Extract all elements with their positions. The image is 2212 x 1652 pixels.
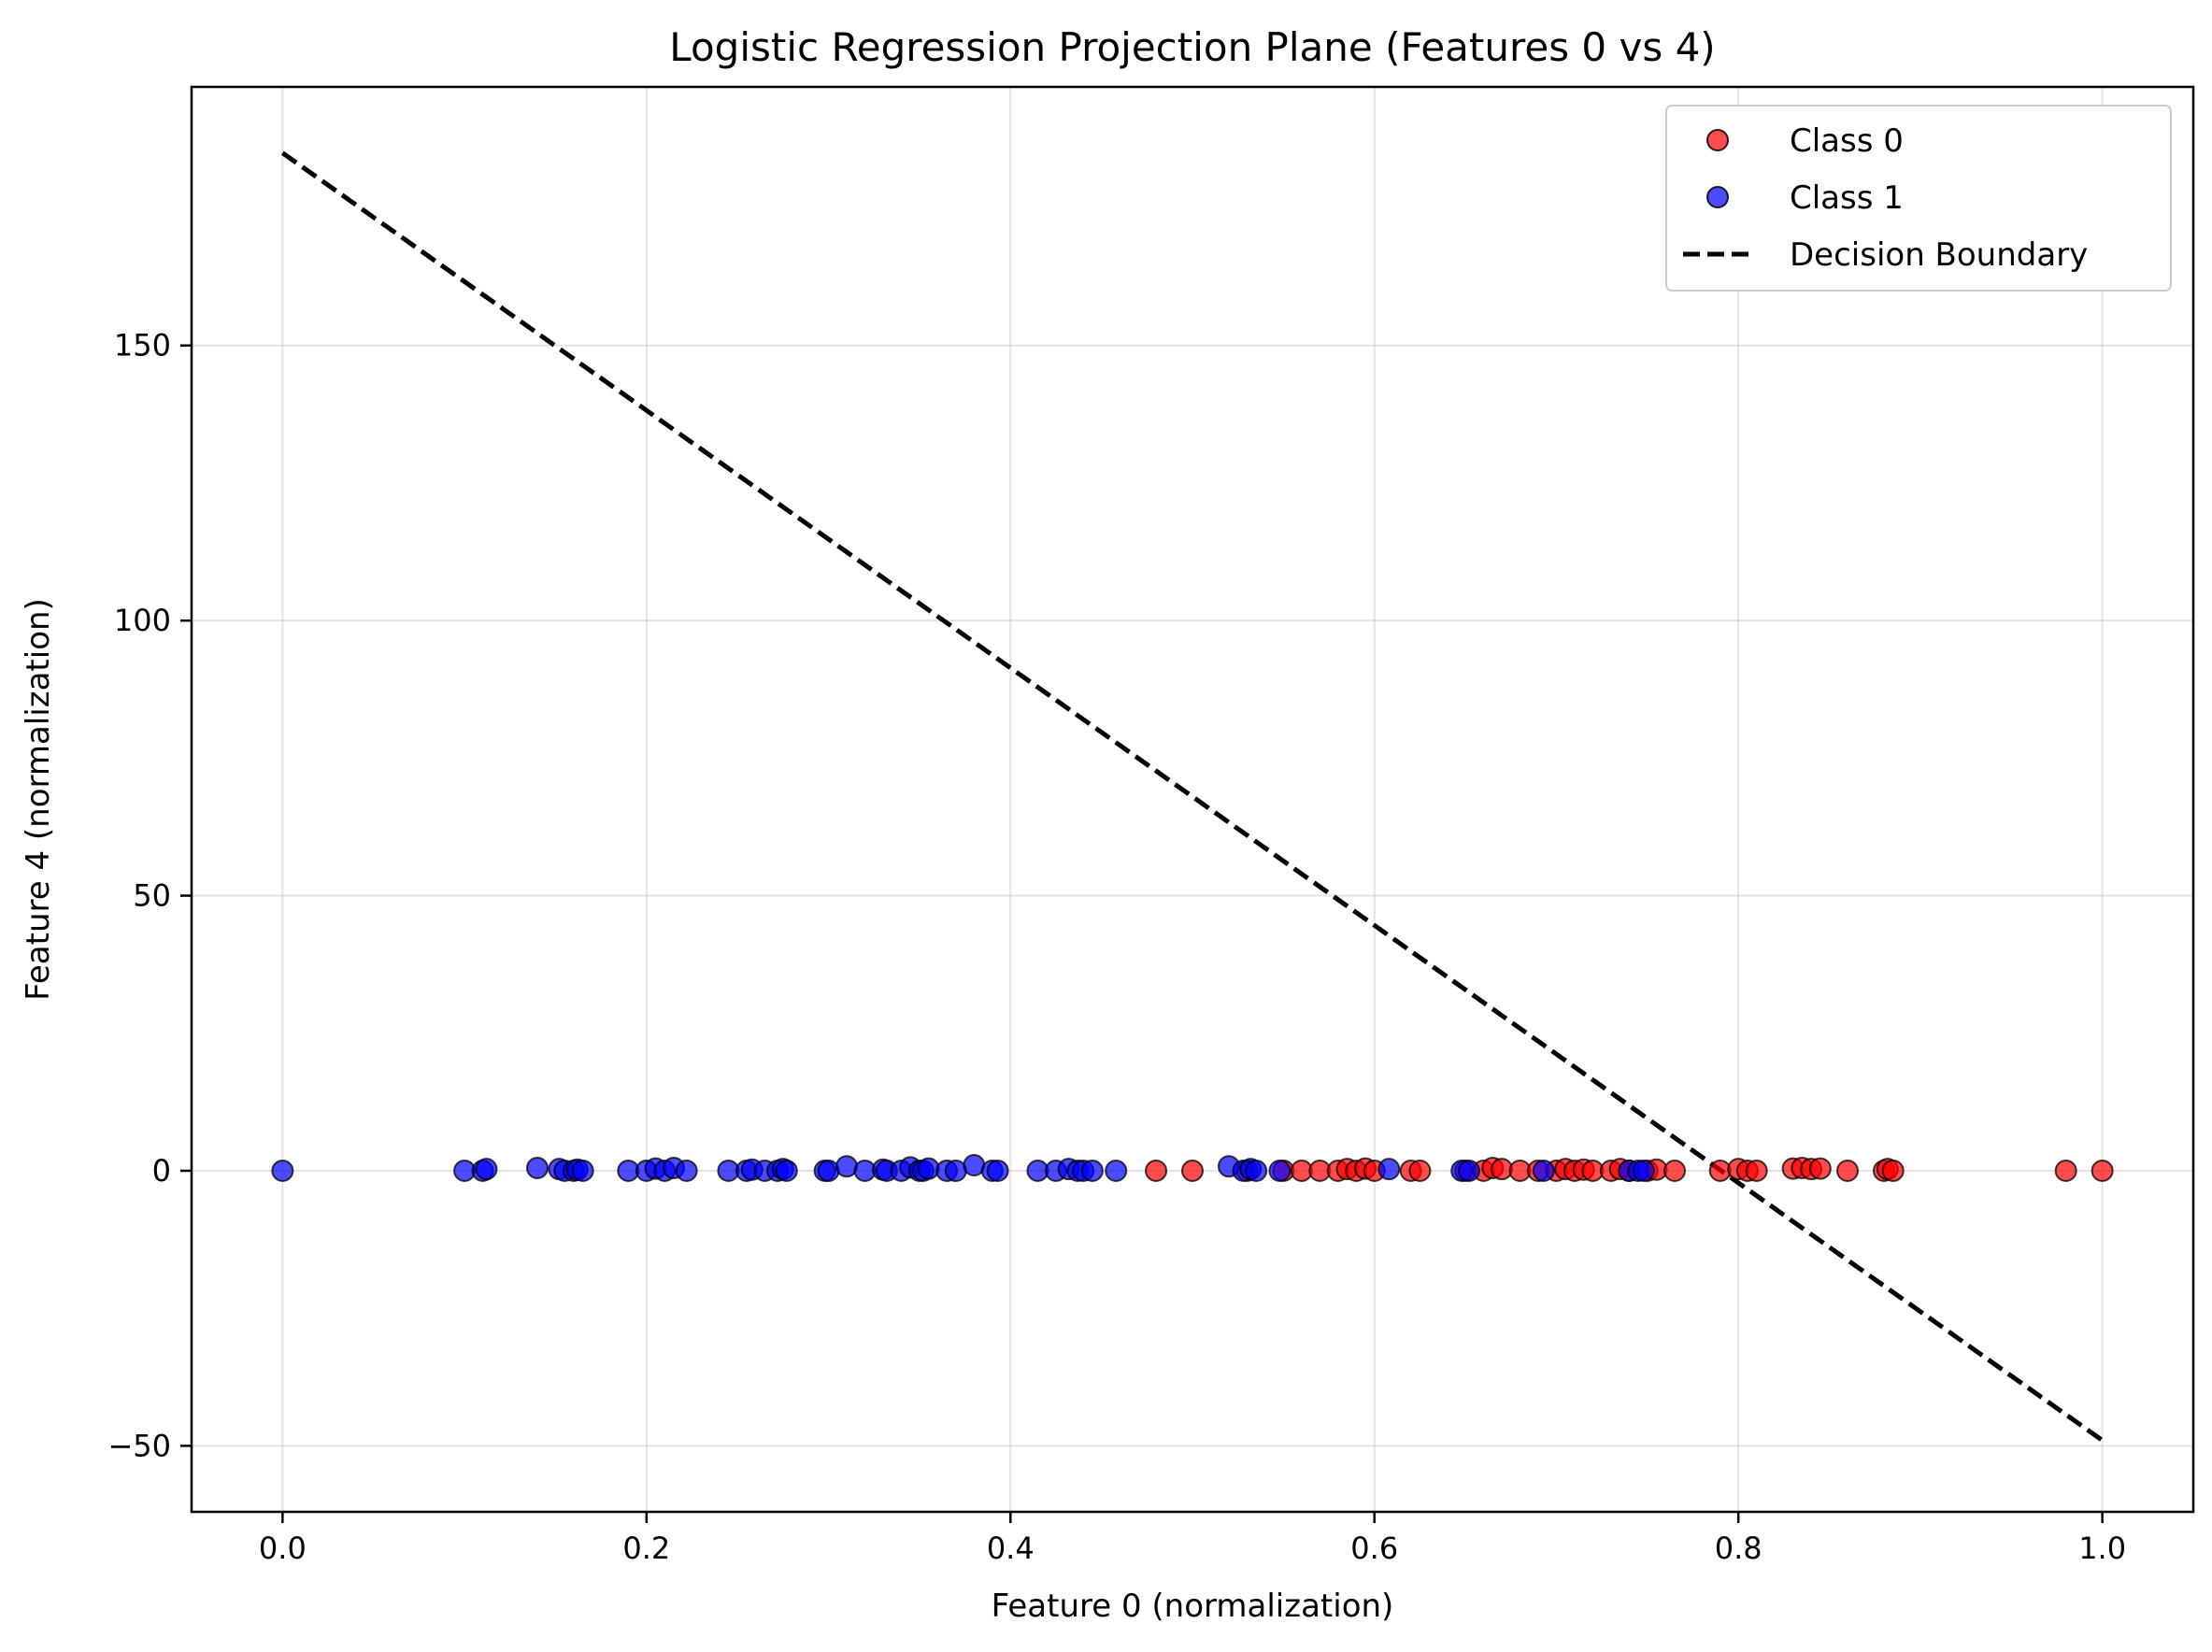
class-1-point [1080,1159,1104,1182]
class-0-point [2091,1159,2114,1182]
line-layer [280,150,2105,1443]
x-tick-label: 0.8 [1715,1531,1762,1566]
class-1-point [271,1159,294,1182]
class-1-point [1268,1159,1292,1182]
class-1-point [525,1156,549,1179]
legend-marker-class-1 [1706,186,1729,208]
class-0-point [1836,1159,1860,1182]
class-0-point [1408,1159,1432,1182]
class-1-point [835,1155,859,1178]
class-1-point [475,1158,498,1181]
legend-label-decision-boundary: Decision Boundary [1790,236,2088,274]
legend-marker-class-0 [1706,129,1729,151]
y-tick-label: 150 [114,328,171,363]
class-1-point [1377,1158,1401,1181]
class-0-point [2054,1159,2077,1182]
class-1-point [1105,1159,1128,1182]
class-1-point [986,1159,1009,1182]
class-0-point [1663,1159,1687,1182]
x-tick-label: 0.2 [622,1531,670,1566]
class-1-point [1457,1159,1480,1182]
legend-label-class-1: Class 1 [1790,179,1904,217]
x-axis-label: Feature 0 (normalization) [992,1588,1394,1625]
plot-frame [190,85,2195,1514]
y-axis-label: Feature 4 (normalization) [20,598,57,1001]
class-1-point [571,1159,594,1182]
y-tick-label: 100 [114,603,171,638]
class-1-point [1632,1159,1655,1182]
x-tick-label: 1.0 [2078,1531,2126,1566]
x-tick-label: 0.6 [1350,1531,1398,1566]
class-1-point [917,1157,940,1180]
class-0-point [1808,1157,1832,1180]
legend-box [1665,105,2172,292]
class-0-point [1745,1159,1768,1182]
class-0-point [1145,1159,1168,1182]
chart-title: Logistic Regression Projection Plane (Fe… [669,24,1715,70]
x-tick-label: 0.0 [259,1531,307,1566]
y-tick-label: 0 [152,1153,171,1189]
decision-boundary-line [280,150,2105,1443]
y-tick-label: 50 [133,878,171,914]
grid-layer [192,87,2193,1512]
class-1-point [675,1159,698,1182]
x-tick-label: 0.4 [987,1531,1035,1566]
legend: Class 0 Class 1 Decision Boundary [1665,105,2172,292]
point-layer [271,1154,2114,1182]
class-1-point [1245,1159,1268,1182]
class-1-point [775,1159,798,1182]
class-0-point [1181,1159,1204,1182]
legend-label-class-0: Class 0 [1790,122,1904,160]
class-0-point [1881,1159,1905,1182]
y-tick-label: −50 [107,1428,171,1463]
class-1-point [1532,1159,1555,1182]
class-1-point [817,1159,840,1182]
tick-layer: 0.0 0.2 0.4 0.6 0.8 1.0 −50 0 50 100 150 [107,328,2126,1566]
